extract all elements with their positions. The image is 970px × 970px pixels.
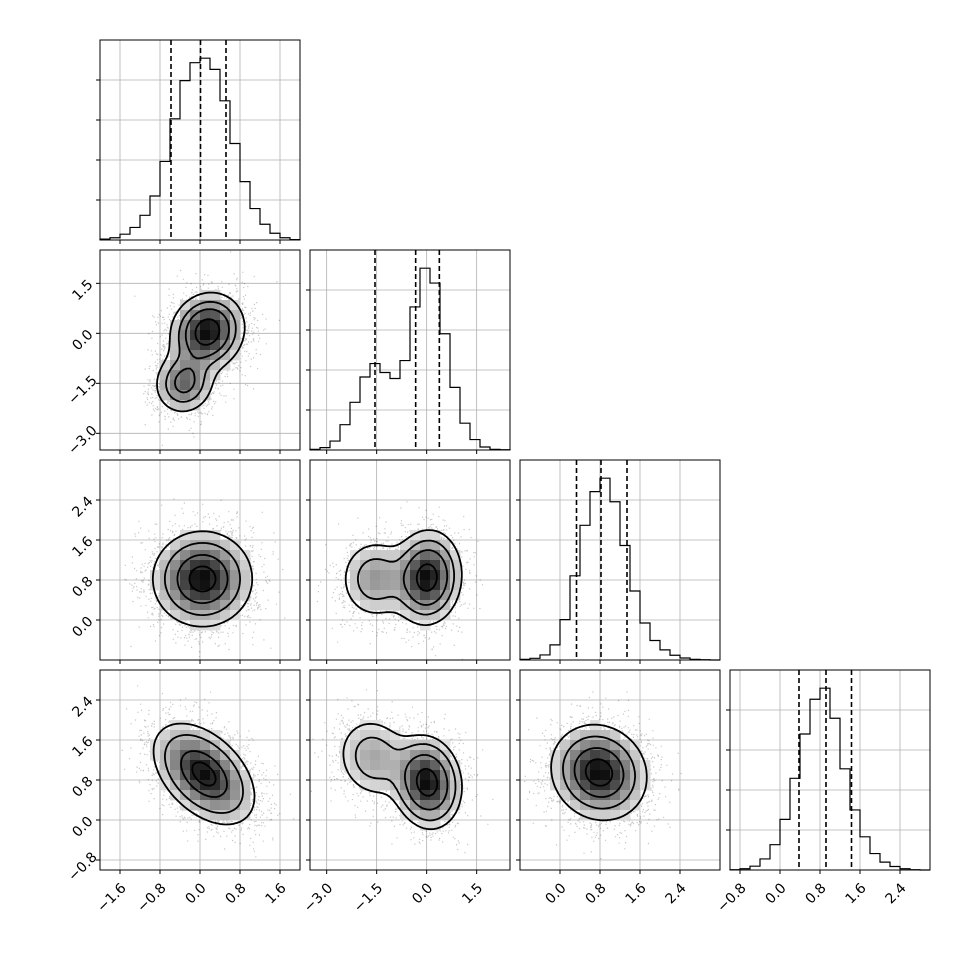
- contour-line-1-0-2: [165, 300, 237, 403]
- y-tick-label-3-0: −0.8: [65, 849, 100, 884]
- x-tick-label-3-3: 1.6: [843, 880, 870, 907]
- panel-frame-3-1: [309, 669, 511, 871]
- contour-line-3-0-1: [180, 750, 228, 798]
- x-tick-label-0-4: 1.6: [263, 880, 290, 907]
- histogram-step-1: [309, 267, 511, 451]
- panel-frame-2-0: [99, 459, 301, 661]
- x-tick-label-0-2: 0.0: [183, 880, 210, 907]
- joint-panel-2-0: [96, 459, 301, 664]
- x-tick-label-3-0: −0.8: [714, 880, 749, 915]
- histogram-step-3: [729, 687, 930, 871]
- contour-line-1-0-0: [194, 318, 221, 346]
- y-tick-label-1-3: 1.5: [69, 277, 96, 304]
- contour-line-3-2-2: [562, 735, 636, 810]
- contour-line-2-0-3: [151, 530, 254, 628]
- y-tick-label-2-3: 2.4: [69, 493, 96, 520]
- panel-frame-3-2: [519, 669, 721, 871]
- x-tick-label-0-1: −0.8: [134, 880, 169, 915]
- contour-line-2-1-1: [402, 549, 449, 606]
- contour-line-3-1-0: [415, 767, 439, 797]
- contour-line-1-0-1: [174, 308, 230, 394]
- panel-frame-1-0: [99, 249, 301, 451]
- contour-line-3-0-2: [164, 734, 244, 814]
- joint-panel-3-0: [96, 669, 301, 874]
- joint-panel-1-0: [96, 249, 301, 454]
- contour-line-2-0-1: [176, 554, 229, 604]
- contour-line-2-1-3: [344, 529, 463, 626]
- histogram-panel-2: [516, 459, 721, 664]
- y-tick-label-3-4: 2.4: [69, 693, 96, 720]
- histogram-panel-1: [306, 249, 511, 454]
- y-tick-label-2-1: 0.8: [69, 574, 96, 601]
- y-tick-label-2-2: 1.6: [69, 533, 96, 560]
- x-tick-label-3-1: 0.0: [763, 880, 790, 907]
- y-tick-label-3-2: 0.8: [69, 774, 96, 801]
- contour-line-2-1-0: [415, 563, 438, 592]
- contour-line-3-1-1: [404, 754, 449, 811]
- y-tick-label-1-1: −1.5: [65, 373, 100, 408]
- panel-frame-0-0: [99, 39, 301, 241]
- x-tick-label-1-1: −1.5: [351, 880, 386, 915]
- x-tick-label-3-4: 2.4: [883, 880, 910, 907]
- x-tick-label-2-3: 2.4: [663, 880, 690, 907]
- x-tick-label-0-0: −1.6: [94, 880, 129, 915]
- contour-line-3-0-3: [152, 722, 256, 826]
- x-tick-label-1-3: 1.5: [459, 880, 486, 907]
- y-tick-label-1-2: 0.0: [69, 327, 96, 354]
- y-tick-label-3-3: 1.6: [69, 733, 96, 760]
- contour-line-1-0-3: [156, 291, 246, 413]
- panel-frame-1-1: [309, 249, 511, 451]
- x-tick-label-1-2: 0.0: [409, 880, 436, 907]
- y-tick-label-2-0: 0.0: [69, 614, 96, 641]
- contour-line-2-0-0: [188, 565, 217, 593]
- contour-line-3-0-0: [191, 761, 217, 787]
- panel-frame-2-1: [309, 459, 511, 661]
- histogram-step-2: [519, 477, 720, 661]
- histogram-panel-3: [726, 669, 931, 874]
- y-tick-label-1-0: −3.0: [65, 423, 100, 458]
- joint-panel-3-2: [516, 669, 721, 874]
- density-shading-3-1: [340, 720, 461, 831]
- contour-line-3-1-2: [354, 736, 457, 822]
- panel-frame-3-3: [729, 669, 931, 871]
- joint-panel-3-1: [306, 669, 511, 874]
- joint-panel-2-1: [306, 459, 511, 664]
- contour-line-2-0-2: [164, 542, 241, 616]
- x-tick-label-2-2: 1.6: [623, 880, 650, 907]
- x-tick-label-2-0: 0.0: [543, 880, 570, 907]
- x-tick-label-0-3: 0.8: [223, 880, 250, 907]
- contour-line-3-2-3: [550, 723, 648, 822]
- contour-line-3-2-0: [584, 758, 614, 787]
- contour-line-2-1-2: [357, 539, 455, 616]
- x-tick-label-1-0: −3.0: [301, 880, 336, 915]
- panel-frame-2-2: [519, 459, 721, 661]
- x-tick-label-3-2: 0.8: [803, 880, 830, 907]
- y-tick-label-3-1: 0.0: [69, 814, 96, 841]
- histogram-panel-0: [96, 39, 301, 244]
- contour-line-3-1-3: [342, 722, 463, 831]
- x-tick-label-2-1: 0.8: [583, 880, 610, 907]
- contour-line-3-2-1: [573, 747, 625, 798]
- panel-frame-3-0: [99, 669, 301, 871]
